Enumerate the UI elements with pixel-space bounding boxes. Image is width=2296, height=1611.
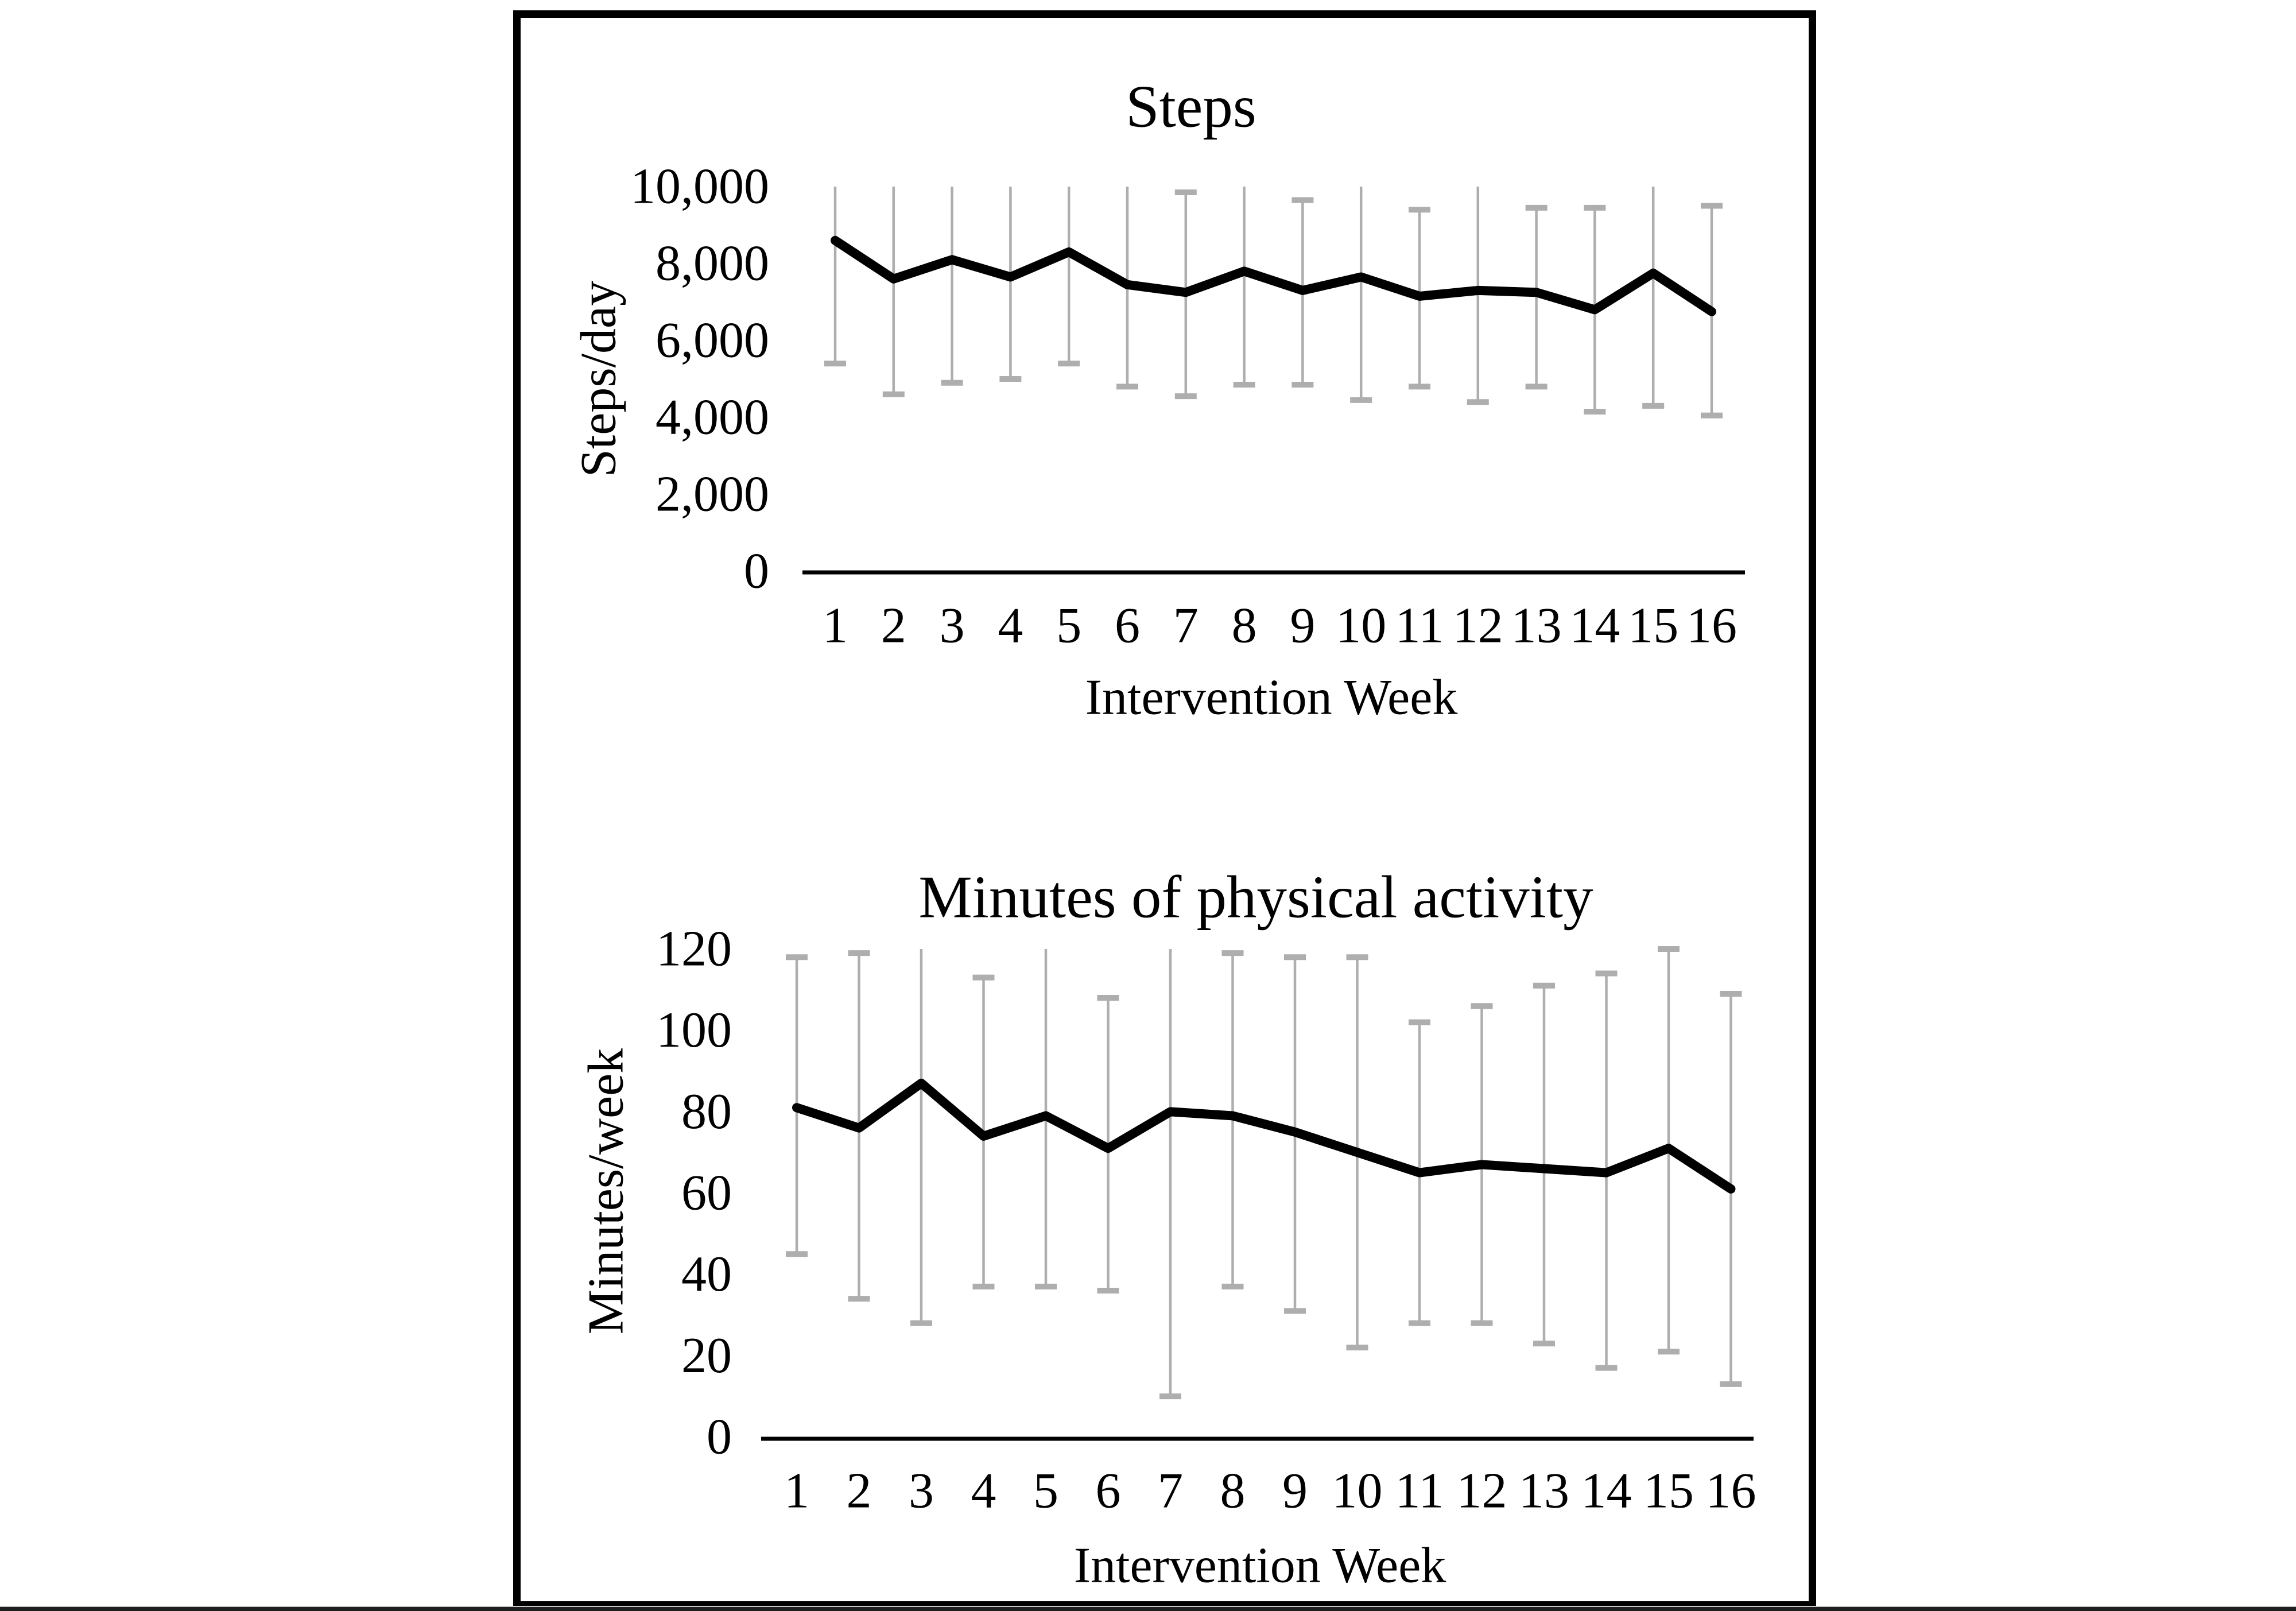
x-tick-label: 11 (1395, 598, 1444, 654)
y-tick-label: 60 (681, 1165, 732, 1221)
x-tick-label: 5 (1033, 1463, 1058, 1519)
page-bottom-divider-highlight (0, 1606, 2296, 1607)
x-tick-label: 2 (847, 1463, 872, 1519)
x-tick-label: 1 (784, 1463, 809, 1519)
steps-x-axis-title: Intervention Week (1085, 669, 1458, 726)
y-tick-label: 120 (656, 921, 732, 977)
x-tick-label: 8 (1232, 598, 1257, 654)
y-tick-label: 10,000 (630, 159, 769, 215)
x-tick-label: 8 (1220, 1463, 1246, 1519)
x-tick-label: 14 (1569, 598, 1620, 654)
x-tick-label: 3 (940, 598, 965, 654)
data-line (831, 235, 1716, 316)
y-tick-label: 20 (681, 1328, 732, 1384)
x-tick-label: 12 (1453, 598, 1503, 654)
data-line (792, 1078, 1736, 1194)
figure-frame (513, 10, 1816, 1609)
x-tick-label: 10 (1332, 1463, 1383, 1519)
x-tick-label: 11 (1395, 1463, 1444, 1519)
x-tick-label: 13 (1519, 1463, 1569, 1519)
x-tick-label: 12 (1457, 1463, 1507, 1519)
x-tick-label: 16 (1686, 598, 1737, 654)
minutes-x-axis-title: Intervention Week (1073, 1538, 1446, 1594)
y-tick-label: 6,000 (656, 313, 769, 369)
x-tick-label: 14 (1581, 1463, 1632, 1519)
y-tick-label: 8,000 (656, 236, 769, 292)
x-tick-label: 13 (1511, 598, 1562, 654)
x-tick-label: 6 (1115, 598, 1140, 654)
x-tick-label: 1 (823, 598, 848, 654)
x-tick-label: 9 (1290, 598, 1315, 654)
x-tick-label: 9 (1282, 1463, 1308, 1519)
x-tick-label: 7 (1173, 598, 1199, 654)
x-tick-label: 3 (909, 1463, 934, 1519)
y-tick-label: 2,000 (656, 467, 769, 522)
steps-chart-title: Steps (1126, 72, 1256, 140)
x-tick-label: 2 (881, 598, 906, 654)
y-tick-label: 0 (707, 1409, 732, 1465)
y-tick-label: 4,000 (656, 390, 769, 446)
x-tick-label: 4 (971, 1463, 996, 1519)
x-tick-label: 6 (1096, 1463, 1121, 1519)
x-tick-label: 10 (1336, 598, 1386, 654)
y-tick-label: 100 (656, 1002, 732, 1058)
y-tick-label: 0 (744, 544, 769, 599)
y-tick-label: 80 (681, 1084, 732, 1140)
x-tick-label: 15 (1628, 598, 1678, 654)
x-tick-label: 16 (1706, 1463, 1756, 1519)
x-tick-label: 5 (1056, 598, 1081, 654)
x-tick-label: 15 (1643, 1463, 1694, 1519)
x-tick-label: 4 (998, 598, 1023, 654)
minutes-chart-title: Minutes of physical activity (918, 863, 1593, 931)
page-bottom-divider (0, 1607, 2296, 1611)
y-tick-label: 40 (681, 1246, 732, 1302)
x-tick-label: 7 (1158, 1463, 1183, 1519)
